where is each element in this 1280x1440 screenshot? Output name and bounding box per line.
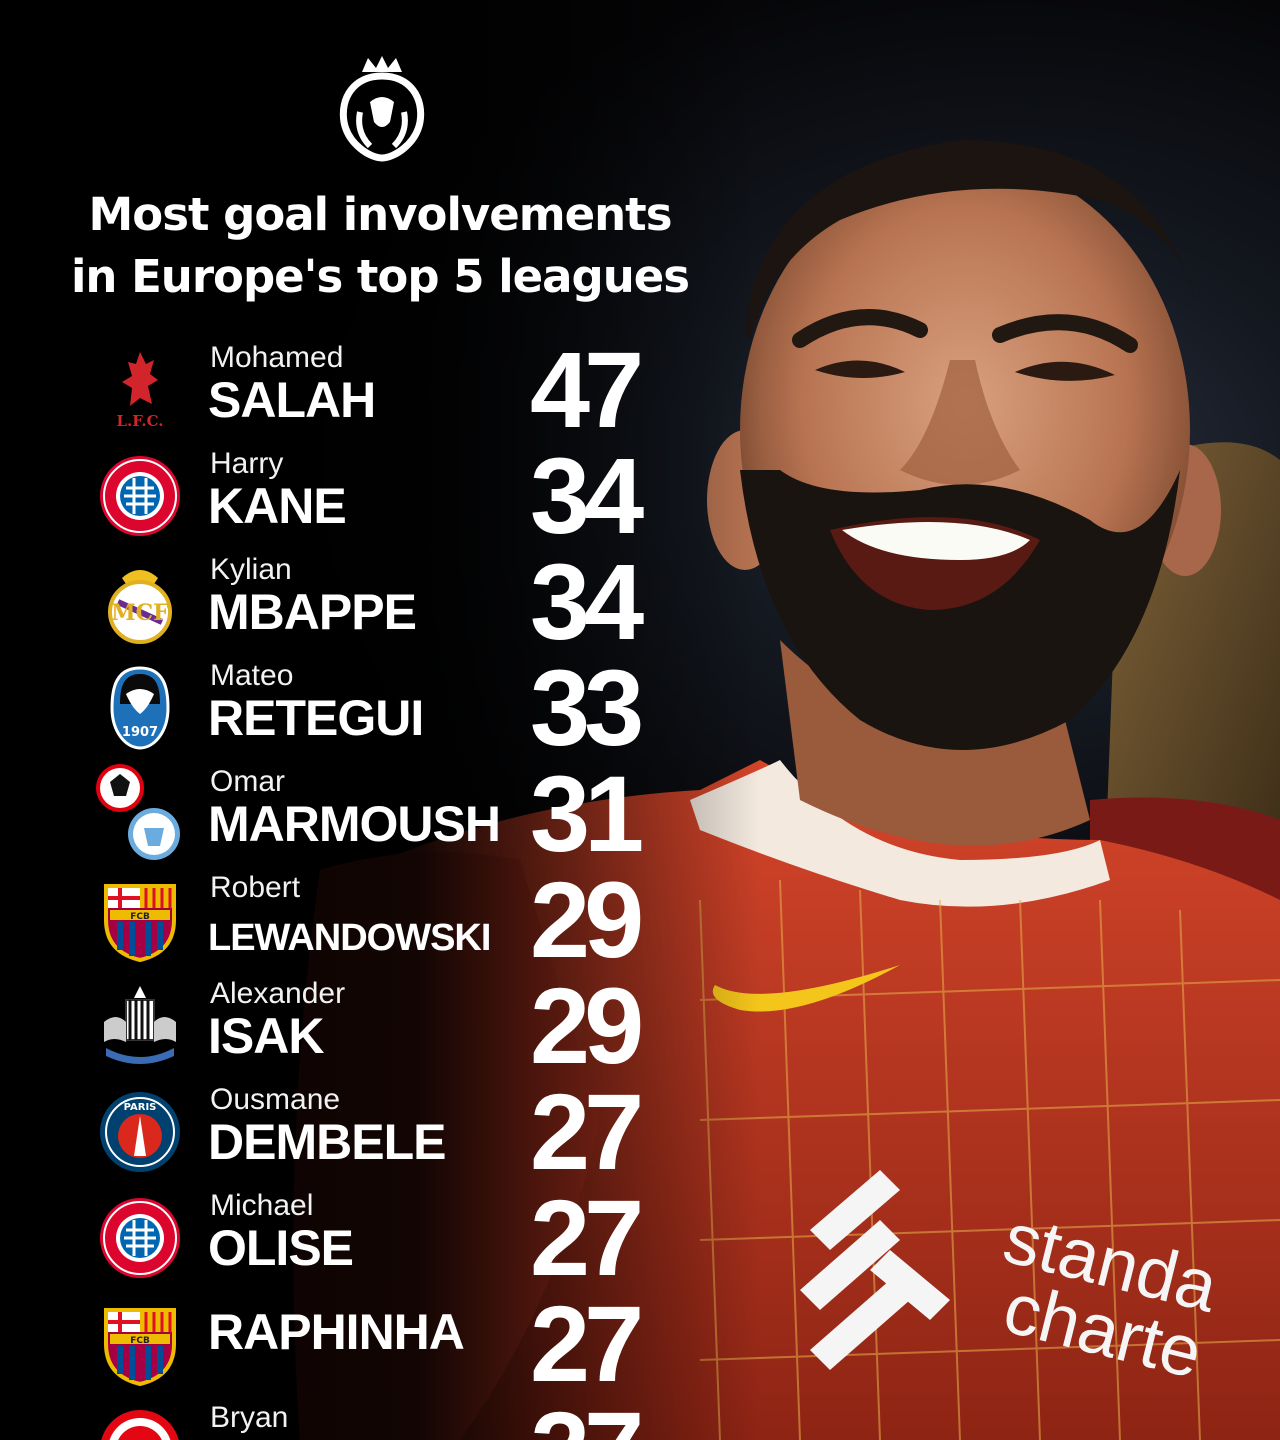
last-name: RETEGUI xyxy=(208,690,424,746)
first-name: Mateo xyxy=(210,659,294,692)
crest-text: 1907 xyxy=(122,725,158,740)
first-name: Bryan xyxy=(210,1401,289,1434)
goal-involvements: 29 xyxy=(530,965,644,1086)
goal-involvements: 27 xyxy=(530,1177,644,1298)
crest-text: PARIS xyxy=(124,1102,157,1113)
list-item: FCB Robert LEWANDOWSKI 29 xyxy=(0,864,700,976)
goal-involvements: 31 xyxy=(530,753,644,874)
last-name: MARMOUSH xyxy=(208,796,501,852)
list-item: L.F.C. Mohamed SALAH 47 xyxy=(0,334,700,446)
goal-involvements: 34 xyxy=(530,541,644,662)
first-name: Alexander xyxy=(210,977,346,1010)
list-item: Michael OLISE 27 xyxy=(0,1182,700,1294)
last-name: DEMBELE xyxy=(208,1114,446,1170)
crest-text: FCB xyxy=(130,912,150,922)
list-item: MCF Kylian MBAPPE 34 xyxy=(0,546,700,658)
first-name: Ousmane xyxy=(210,1083,341,1116)
goal-involvements: 47 xyxy=(530,329,644,450)
last-name: RAPHINHA xyxy=(208,1304,465,1360)
first-name: Mohamed xyxy=(210,341,344,374)
list-item: Harry KANE 34 xyxy=(0,440,700,552)
real-madrid-crest-icon: MCF xyxy=(108,570,172,644)
last-name: MBAPPE xyxy=(208,584,417,640)
premier-league-lion-icon xyxy=(339,56,425,162)
barcelona-crest-icon: FCB xyxy=(104,1308,176,1387)
atalanta-crest-icon: 1907 xyxy=(110,666,170,750)
list-item: Omar MARMOUSH 31 xyxy=(0,758,700,870)
svg-text:MCF: MCF xyxy=(111,600,169,626)
first-name: Michael xyxy=(210,1189,314,1222)
goal-involvements: 29 xyxy=(530,859,644,980)
goal-involvements: 34 xyxy=(530,435,644,556)
frankfurt-and-man-city-crest-icon xyxy=(96,764,180,860)
first-name: Harry xyxy=(210,447,284,480)
list-item: Alexander ISAK 29 xyxy=(0,970,700,1082)
goal-involvements: 27 xyxy=(530,1283,644,1404)
last-name: OLISE xyxy=(208,1220,354,1276)
last-name: LEWANDOWSKI xyxy=(208,917,491,959)
title-line-1: Most goal involvements xyxy=(88,188,673,241)
list-item: PARIS Ousmane DEMBELE 27 xyxy=(0,1076,700,1188)
goal-involvements: 27 xyxy=(530,1394,660,1440)
psg-crest-icon: PARIS xyxy=(100,1092,180,1172)
page-title: Most goal involvements in Europe's top 5… xyxy=(60,184,700,308)
first-name: Kylian xyxy=(210,553,292,586)
first-name: Robert xyxy=(210,871,301,904)
last-name: ISAK xyxy=(208,1008,324,1064)
crest-text: FCB xyxy=(130,1336,150,1346)
goal-involvements: 27 xyxy=(530,1071,644,1192)
newcastle-crest-icon xyxy=(104,986,176,1064)
list-item: 1907 Mateo RETEGUI 33 xyxy=(0,652,700,764)
last-name: SALAH xyxy=(208,372,376,428)
liverpool-crest-icon: L.F.C. xyxy=(116,352,164,430)
bayern-munich-crest-icon xyxy=(100,456,180,536)
last-name: KANE xyxy=(208,478,347,534)
crest-text: L.F.C. xyxy=(116,412,163,430)
barcelona-crest-icon: FCB xyxy=(104,884,176,963)
brentford-crest-icon xyxy=(101,1410,179,1440)
list-item: Bryan 27 xyxy=(0,1394,700,1440)
ranking-list: L.F.C. Mohamed SALAH 47 Harry KANE 34 xyxy=(0,334,700,1440)
first-name: Omar xyxy=(210,765,285,798)
goal-involvements: 33 xyxy=(530,647,644,768)
list-item: FCB RAPHINHA 27 xyxy=(0,1288,700,1400)
title-line-2: in Europe's top 5 leagues xyxy=(70,250,690,303)
bayern-munich-crest-icon xyxy=(100,1198,180,1278)
